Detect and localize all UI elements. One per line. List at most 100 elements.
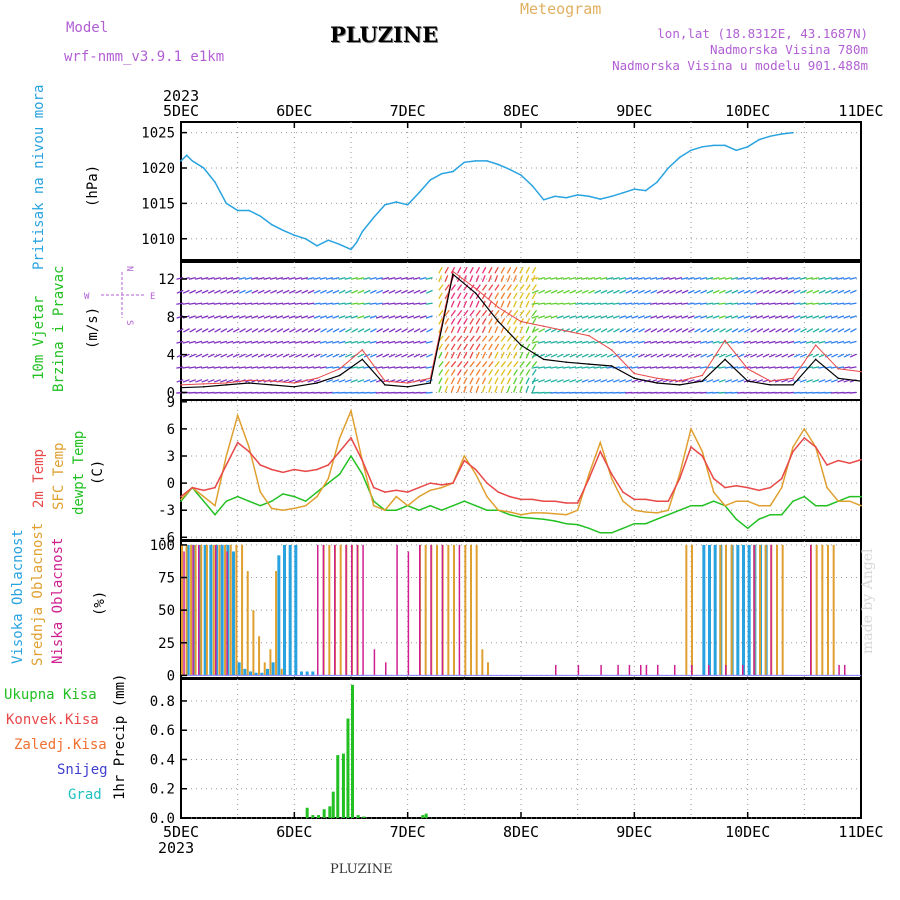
wind-arrow <box>350 315 359 319</box>
wind-arrow <box>556 302 564 305</box>
wind-arrow <box>506 266 512 274</box>
pressure-line-point <box>463 161 466 164</box>
wind-arrow <box>743 353 751 358</box>
wind-arrow <box>288 391 296 394</box>
wind-arrow <box>737 276 745 280</box>
cloud-bar-low <box>617 664 619 676</box>
wind-speed-line-point <box>316 382 318 384</box>
wind-arrow <box>188 315 196 319</box>
wind-arrow <box>456 326 461 334</box>
y-tick-label: 1010 <box>141 232 175 248</box>
wind-arrow <box>282 276 290 280</box>
wind-arrow <box>207 315 215 319</box>
wind-arrow <box>269 366 277 369</box>
cloud-bar-low <box>725 664 727 676</box>
wind-arrow <box>425 289 433 294</box>
wind-arrow <box>749 315 757 319</box>
wind-arrow <box>756 379 764 383</box>
wind-arrow <box>294 276 302 280</box>
wind-speed-line-point <box>701 380 704 382</box>
wind-arrow <box>513 292 518 300</box>
cloud-unit-label: (%) <box>92 591 108 616</box>
wind-arrow <box>488 284 494 291</box>
wind-arrow <box>189 353 197 358</box>
wind-arrow <box>345 328 352 333</box>
wind-arrow <box>749 391 757 394</box>
wind-arrow <box>176 328 184 333</box>
wind-arrow <box>357 340 365 344</box>
wind-arrow <box>618 391 626 394</box>
wind-arrow <box>488 361 494 368</box>
pressure-line-point <box>644 189 647 192</box>
wind-arrow <box>475 266 481 274</box>
wind-arrow <box>244 340 252 344</box>
wind-arrow <box>450 266 456 274</box>
wind-arrow <box>750 289 757 294</box>
wind-arrow <box>625 391 633 394</box>
wind-arrow <box>388 366 396 369</box>
wind-arrow <box>214 328 221 333</box>
wind-arrow <box>344 391 352 394</box>
pressure-line-point <box>531 184 534 187</box>
legend-hail: Grad <box>68 787 102 803</box>
wind-arrow <box>668 391 676 394</box>
wind-arrow <box>519 275 524 283</box>
wind-gust-line-point <box>225 382 228 384</box>
sfc-temp-line-point <box>429 489 432 492</box>
wind-arrow <box>519 292 524 300</box>
cloud-bar-low <box>577 664 580 676</box>
cloud-bar-mid <box>212 544 215 676</box>
top-tick-label: 9DEC <box>616 102 652 120</box>
wind-arrow <box>799 391 807 394</box>
sfc-temp-axis-label: SFC Temp <box>51 443 67 510</box>
wind-arrow <box>619 315 627 319</box>
wind-arrow <box>282 391 290 394</box>
sfc-temp-line-point <box>248 446 250 448</box>
wind-arrow <box>513 300 517 308</box>
temp2m-line-point <box>452 482 454 484</box>
temp2m-line-point <box>656 500 658 502</box>
wind-arrow <box>699 276 708 280</box>
wind-arrow <box>369 391 377 394</box>
wind-arrow <box>675 289 683 294</box>
wind-arrow <box>481 351 487 359</box>
cloud-bar-low <box>600 664 602 676</box>
wind-arrow <box>251 289 259 294</box>
wind-arrow <box>818 340 826 344</box>
pressure-line-point <box>338 243 341 246</box>
dewpoint-line-point <box>542 518 545 521</box>
wind-arrow <box>830 315 838 319</box>
pressure-line-point <box>452 170 454 173</box>
wind-arrow <box>693 302 701 305</box>
pressure-line-point <box>384 204 386 206</box>
wind-arrow <box>519 385 523 393</box>
wind-gust-line-point <box>565 330 568 332</box>
wind-arrow <box>544 328 552 333</box>
wind-arrow <box>375 276 383 280</box>
wind-arrow <box>381 366 390 369</box>
wind-arrow <box>332 340 340 344</box>
pressure-line-point <box>746 145 749 148</box>
wind-arrow <box>768 391 776 394</box>
wind-arrow <box>463 335 469 342</box>
wind-arrow <box>787 328 795 333</box>
wind-arrow <box>531 309 538 317</box>
wind-arrow <box>263 366 271 369</box>
wind-arrow <box>463 326 468 334</box>
wind-arrow <box>444 351 449 359</box>
wind-arrow <box>525 309 531 317</box>
wind-arrow <box>469 300 474 308</box>
wind-arrow <box>693 379 701 383</box>
wind-arrow <box>188 379 196 383</box>
sfc-temp-line-point <box>792 446 794 448</box>
wind-arrow <box>531 266 537 274</box>
pressure-line-point <box>418 191 420 194</box>
wind-arrow <box>818 315 826 319</box>
cloud-bar-low <box>373 649 376 676</box>
wind-gust-line-point <box>384 380 386 382</box>
wind-arrow <box>506 369 512 376</box>
top-tick-label: 7DEC <box>390 102 426 120</box>
wind-arrow <box>575 315 583 319</box>
wind-arrow <box>525 266 530 274</box>
cloud-bar-low <box>396 544 398 676</box>
